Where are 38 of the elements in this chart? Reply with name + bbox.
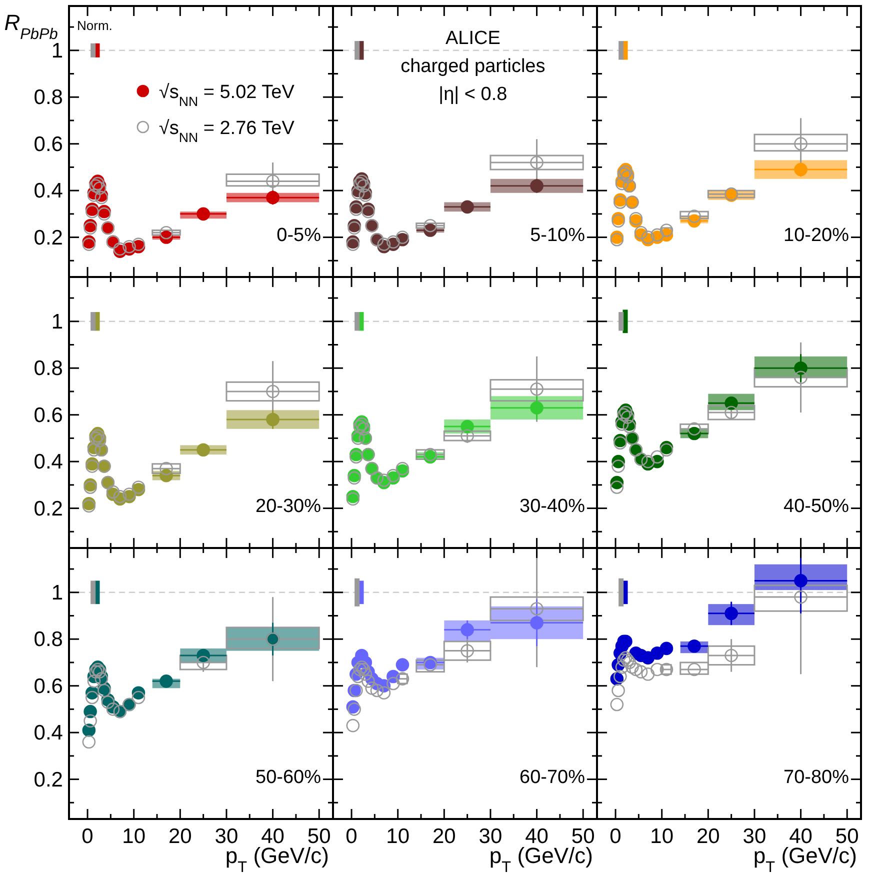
y-tick-label: 1: [51, 310, 63, 334]
x-tick-label: 10: [122, 825, 146, 848]
annotation: 5-10%: [530, 225, 586, 246]
x-tick-label: 0: [346, 825, 358, 848]
annotation: charged particles: [400, 56, 546, 77]
annotation: 60-70%: [520, 767, 586, 788]
y-tick-label: 0.6: [34, 132, 63, 156]
annotation: |η| < 0.8: [438, 84, 508, 105]
x-tick-label: 20: [432, 825, 456, 848]
x-tick-label: 20: [168, 825, 192, 848]
y-tick-label: 0.8: [34, 628, 63, 652]
y-tick-label: 0.6: [34, 404, 63, 427]
y-tick-label: 0.8: [34, 357, 63, 380]
y-tick-label: 0.8: [34, 86, 63, 110]
annotation: Norm.: [77, 18, 112, 33]
y-tick-label: 0.2: [34, 497, 63, 520]
annotation: ALICE: [445, 28, 500, 49]
annotation: 40-50%: [784, 496, 850, 517]
annotation: 50-60%: [256, 767, 322, 788]
y-tick-label: 1: [51, 581, 63, 604]
annotation: 0-5%: [276, 225, 322, 246]
y-tick-label: 0.2: [34, 226, 63, 250]
annotation: 10-20%: [784, 225, 850, 246]
x-tick-label: 0: [82, 825, 94, 848]
x-tick-label: 0: [610, 825, 622, 848]
x-tick-label: 20: [696, 825, 720, 848]
y-tick-label: 0.4: [34, 722, 64, 745]
y-tick-label: 0.6: [34, 674, 63, 698]
annotation: 70-80%: [784, 767, 850, 788]
annotation: 30-40%: [520, 496, 586, 517]
x-tick-label: 10: [386, 825, 410, 848]
annotation: 20-30%: [256, 496, 322, 517]
y-tick-label: 0.2: [34, 768, 63, 792]
y-tick-label: 0.4: [34, 450, 64, 474]
y-tick-label: 0.4: [34, 180, 64, 203]
x-tick-label: 10: [650, 825, 674, 848]
legend-label: √s$_{NN}$ = 2.76 TeV: [158, 118, 295, 144]
legend-label: √s$_{NN}$ = 5.02 TeV: [158, 82, 295, 108]
